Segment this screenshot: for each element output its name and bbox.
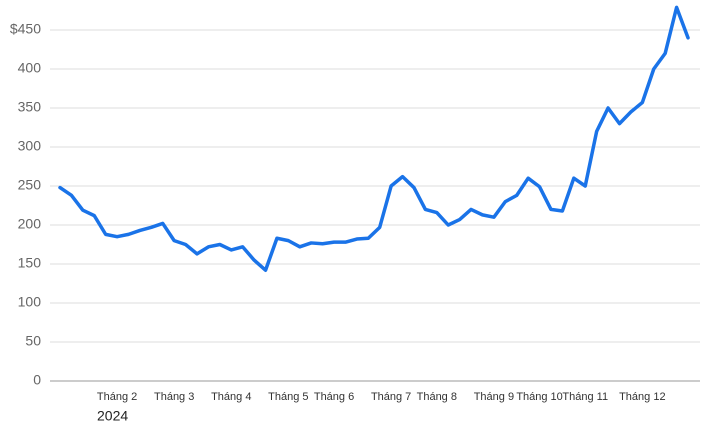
y-tick-label: 50 [25,333,41,349]
y-tick-label: 400 [18,60,42,76]
y-tick-label: $450 [10,21,41,37]
y-tick-label: 150 [18,255,42,271]
price-line [58,5,690,272]
y-tick-label: 0 [33,372,41,388]
x-tick-label: Tháng 10 [516,391,562,403]
x-tick-label: Tháng 9 [474,391,514,403]
x-tick-label: Tháng 3 [154,391,194,403]
x-tick-label: Tháng 8 [417,391,457,403]
x-tick-label: Tháng 2 [97,391,137,403]
x-tick-label: Tháng 6 [314,391,354,403]
x-sublabel: 2024 [97,408,128,424]
y-tick-label: 300 [18,138,42,154]
y-tick-label: 250 [18,177,42,193]
x-tick-label: Tháng 11 [562,391,608,403]
y-tick-label: 100 [18,294,42,310]
y-tick-label: 200 [18,216,42,232]
y-tick-label: 350 [18,99,42,115]
x-tick-label: Tháng 4 [211,391,251,403]
x-tick-label: Tháng 12 [619,391,665,403]
x-tick-label: Tháng 5 [268,391,308,403]
x-tick-label: Tháng 7 [371,391,411,403]
